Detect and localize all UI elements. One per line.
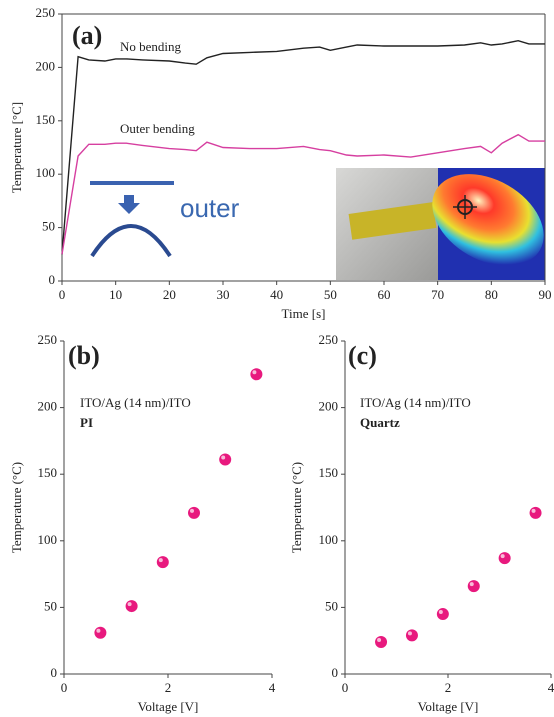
series-label: Outer bending (120, 121, 195, 136)
x-tick-label: 4 (548, 680, 554, 695)
figure: 0501001502002500102030405060708090Time [… (0, 0, 554, 717)
y-tick-label: 150 (38, 465, 58, 480)
point-highlight (532, 509, 536, 513)
point (157, 556, 169, 568)
point-highlight (128, 602, 132, 606)
x-tick-label: 2 (165, 680, 172, 695)
x-axis-label: Voltage [V] (138, 699, 199, 714)
point (437, 608, 449, 620)
y-tick-label: 50 (44, 598, 57, 613)
point (375, 636, 387, 648)
x-tick-label: 20 (163, 287, 176, 302)
point (406, 629, 418, 641)
y-axis-label: Temperature (°C) (289, 462, 304, 553)
y-tick-label: 100 (38, 532, 58, 547)
point (530, 507, 542, 519)
x-tick-label: 0 (59, 287, 66, 302)
panel-label: (b) (68, 341, 100, 370)
point-highlight (252, 370, 256, 374)
point-highlight (221, 456, 225, 460)
x-tick-label: 10 (109, 287, 122, 302)
point-highlight (190, 509, 194, 513)
y-tick-label: 150 (319, 465, 339, 480)
point (250, 368, 262, 380)
x-tick-label: 60 (378, 287, 391, 302)
y-tick-label: 0 (332, 665, 339, 680)
series-label: No bending (120, 39, 182, 54)
x-tick-label: 80 (485, 287, 498, 302)
point (188, 507, 200, 519)
x-axis-label: Voltage [V] (418, 699, 479, 714)
y-tick-label: 50 (325, 598, 338, 613)
point-highlight (501, 554, 505, 558)
x-tick-label: 4 (269, 680, 276, 695)
panel-label: (a) (72, 21, 102, 50)
y-tick-label: 200 (38, 399, 58, 414)
x-tick-label: 70 (431, 287, 444, 302)
point-highlight (96, 629, 100, 633)
bending-icon (90, 183, 174, 256)
y-tick-label: 100 (319, 532, 339, 547)
y-tick-label: 250 (36, 5, 56, 20)
x-tick-label: 0 (61, 680, 68, 695)
inset-photo (336, 155, 554, 284)
annotation: Quartz (360, 415, 400, 430)
annotation: outer (180, 193, 240, 223)
point (126, 600, 138, 612)
y-tick-label: 250 (38, 332, 58, 347)
point-highlight (470, 582, 474, 586)
y-tick-label: 200 (36, 58, 56, 73)
point (468, 580, 480, 592)
y-tick-label: 0 (49, 272, 56, 287)
point (94, 627, 106, 639)
y-axis-label: Temperature [°C] (9, 102, 24, 193)
point (219, 454, 231, 466)
panel-label: (c) (348, 341, 377, 370)
x-tick-label: 0 (342, 680, 349, 695)
y-tick-label: 200 (319, 399, 339, 414)
y-tick-label: 100 (36, 165, 56, 180)
point-highlight (377, 638, 381, 642)
x-tick-label: 40 (270, 287, 283, 302)
x-tick-label: 90 (539, 287, 552, 302)
y-tick-label: 50 (42, 219, 55, 234)
annotation: PI (80, 415, 93, 430)
x-axis-label: Time [s] (282, 306, 326, 321)
y-tick-label: 250 (319, 332, 339, 347)
point-highlight (439, 610, 443, 614)
x-tick-label: 50 (324, 287, 337, 302)
y-tick-label: 0 (51, 665, 58, 680)
point-highlight (408, 631, 412, 635)
y-axis-label: Temperature (°C) (9, 462, 24, 553)
point (499, 552, 511, 564)
annotation: ITO/Ag (14 nm)/ITO (80, 395, 191, 410)
x-tick-label: 30 (217, 287, 230, 302)
x-tick-label: 2 (445, 680, 452, 695)
annotation: ITO/Ag (14 nm)/ITO (360, 395, 471, 410)
point-highlight (159, 558, 163, 562)
y-tick-label: 150 (36, 112, 56, 127)
